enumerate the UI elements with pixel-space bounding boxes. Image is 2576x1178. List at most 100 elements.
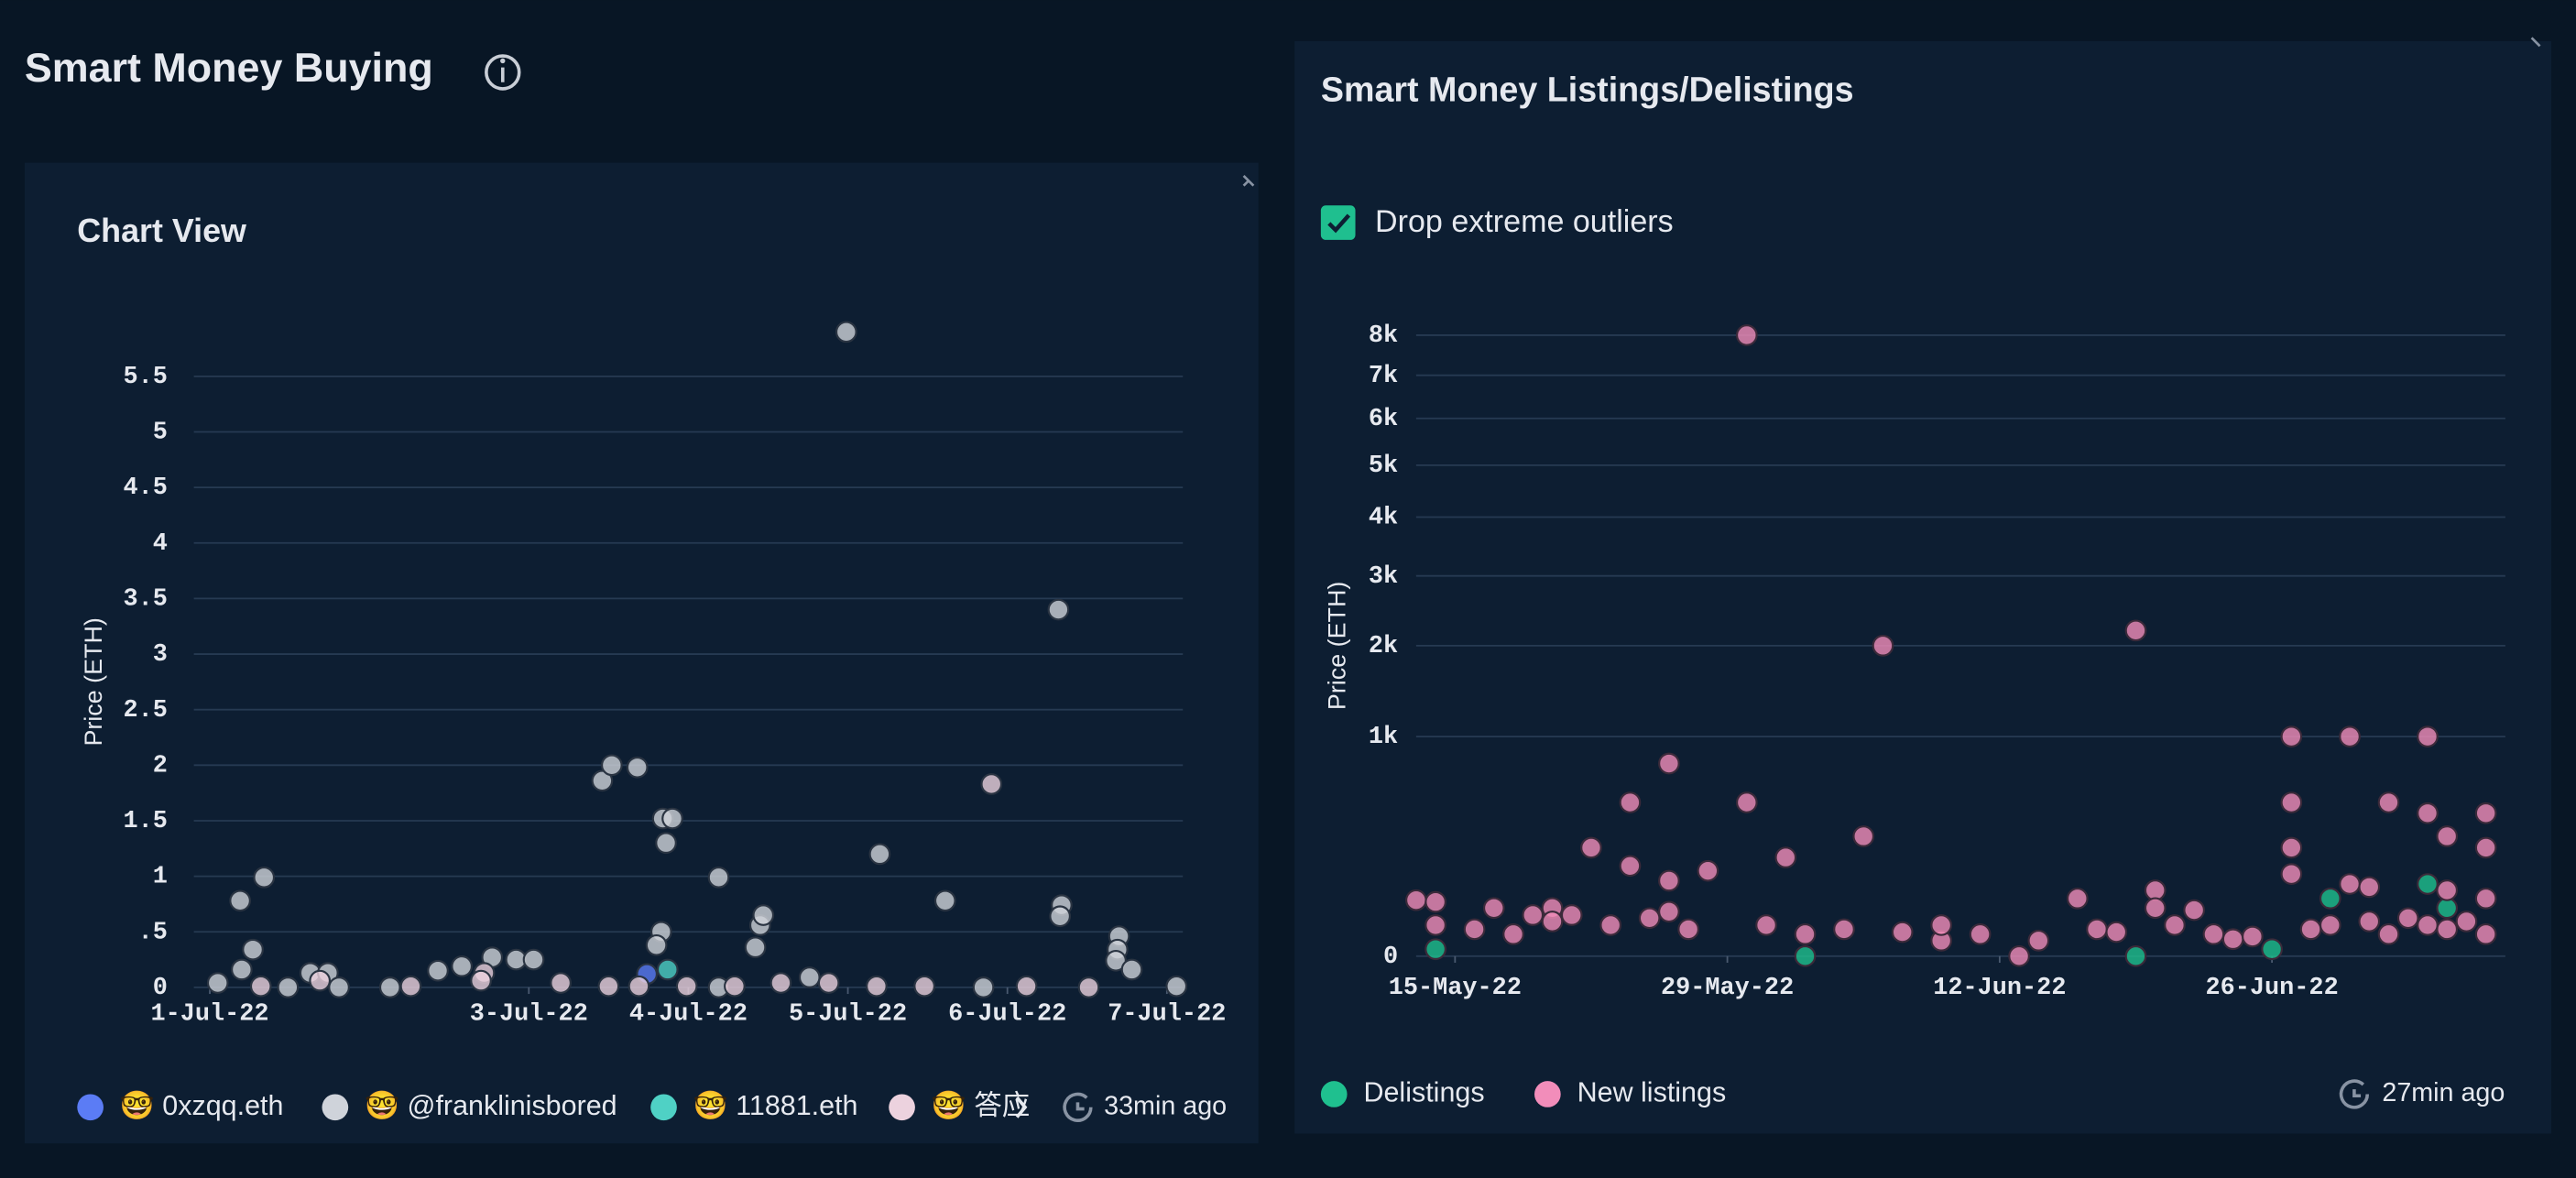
point (2183, 899, 2206, 922)
point (1424, 914, 1446, 936)
point (427, 959, 449, 982)
point (451, 955, 473, 977)
legend-label[interactable]: 🤓 0xzqq.eth (120, 1090, 284, 1121)
x-tick-label: 3-Jul-22 (470, 1001, 588, 1029)
legend-swatch (1534, 1081, 1561, 1107)
y-tick-label: 0 (1383, 943, 1398, 971)
legend-label[interactable]: Delistings (1363, 1077, 1484, 1108)
point (597, 975, 620, 998)
point (1405, 889, 1427, 911)
point (2280, 725, 2303, 747)
point (231, 958, 253, 981)
expand-icon[interactable] (1242, 175, 1255, 187)
point (328, 976, 350, 998)
point (1872, 635, 1894, 657)
point (242, 938, 264, 961)
y-tick-label: 6k (1369, 406, 1398, 433)
point (1619, 791, 1642, 813)
legend-swatch (650, 1094, 677, 1121)
point (752, 904, 775, 926)
point (1697, 859, 1719, 882)
point (2436, 918, 2459, 941)
legend-label[interactable]: New listings (1577, 1077, 1727, 1108)
point (2396, 907, 2419, 930)
point (2377, 791, 2400, 813)
point (980, 773, 1003, 795)
point (1852, 825, 1875, 847)
y-tick-label: 0 (153, 975, 168, 1002)
point (2417, 725, 2439, 747)
point (1930, 914, 1952, 936)
point (2144, 879, 2167, 901)
point (2358, 876, 2381, 899)
point (1541, 911, 1564, 933)
point (1891, 921, 1914, 943)
panel-title: Chart View (77, 213, 246, 249)
point (2474, 802, 2497, 824)
point (309, 969, 332, 992)
point (470, 969, 492, 992)
y-tick-label: 1 (153, 864, 168, 891)
y-tick-label: 2 (153, 752, 168, 780)
point (1502, 923, 1524, 945)
legend-label[interactable]: 🤓 11881.eth (693, 1090, 858, 1121)
point (2280, 836, 2303, 859)
point (2066, 888, 2089, 910)
point (913, 975, 935, 998)
point (2124, 944, 2147, 967)
y-tick-label: 4k (1369, 505, 1398, 532)
expand-icon[interactable] (2530, 37, 2541, 48)
y-tick-label: 3k (1369, 563, 1398, 591)
info-icon[interactable] (485, 54, 521, 91)
legend-swatch (322, 1094, 349, 1121)
point (2221, 928, 2244, 951)
point (1580, 836, 1602, 859)
point (2164, 914, 2186, 936)
point (2299, 918, 2322, 941)
point (1658, 900, 1680, 923)
y-tick-label: 2.5 (124, 697, 168, 725)
point (1755, 914, 1777, 936)
point (972, 976, 995, 998)
y-tick-label: 3 (153, 641, 168, 669)
point (2474, 836, 2497, 859)
point (835, 321, 857, 344)
point (1049, 905, 1071, 928)
y-tick-label: 4.5 (124, 474, 168, 502)
point (1833, 918, 1855, 941)
legend-label[interactable]: 🤓 答应 (932, 1090, 1030, 1121)
point (2202, 923, 2225, 945)
y-axis-label: Price (ETH) (1324, 582, 1351, 710)
point (1120, 958, 1143, 981)
point (675, 975, 698, 998)
point (2358, 911, 2381, 933)
point (770, 972, 792, 994)
x-tick-label: 29-May-22 (1661, 975, 1794, 1002)
refresh-icon[interactable] (2339, 1079, 2370, 1109)
point (1482, 897, 1505, 920)
point (1619, 855, 1642, 878)
checkbox[interactable] (1320, 205, 1356, 240)
point (253, 866, 276, 889)
point (249, 975, 272, 998)
x-tick-label: 15-May-22 (1389, 975, 1522, 1002)
point (1015, 975, 1038, 998)
checkbox-label[interactable]: Drop extreme outliers (1375, 204, 1674, 239)
point (1560, 904, 1583, 926)
point (1463, 918, 1486, 941)
point (1599, 914, 1622, 936)
point (1677, 918, 1699, 941)
updated-time: 27min ago (2382, 1078, 2505, 1107)
legend-next[interactable] (1015, 1096, 1028, 1118)
refresh-icon[interactable] (1063, 1092, 1093, 1122)
point (744, 936, 767, 959)
point (1424, 890, 1446, 913)
point (2124, 619, 2147, 642)
point (2105, 921, 2128, 943)
legend-label[interactable]: 🤓 @franklinisbored (365, 1090, 617, 1121)
point (655, 832, 677, 855)
point (2242, 925, 2264, 948)
point (2027, 930, 2050, 952)
y-tick-label: 5k (1369, 453, 1398, 480)
